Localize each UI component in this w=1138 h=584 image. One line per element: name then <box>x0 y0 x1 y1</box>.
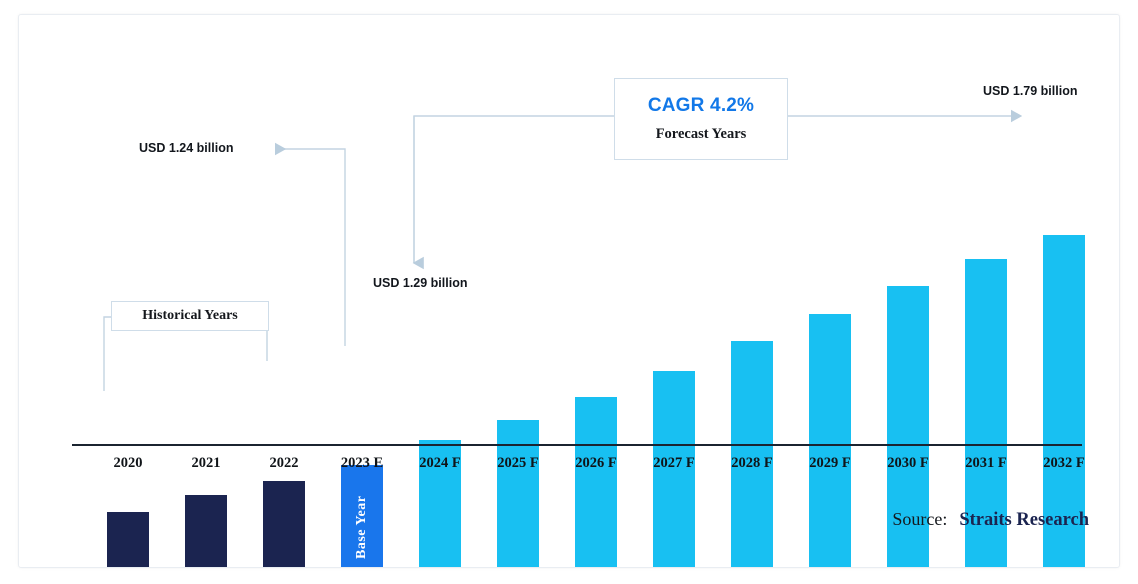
x-label-2029-f: 2029 F <box>809 455 851 471</box>
chart-card: Base Year 2020 20 <box>18 14 1120 568</box>
source-attribution: Source: Straits Research <box>892 509 1089 531</box>
x-label-2027-f: 2027 F <box>653 455 695 471</box>
bar-2029 <box>809 314 851 567</box>
source-label: Source: <box>892 509 948 529</box>
x-axis-line <box>72 444 1082 446</box>
bar-fill <box>575 397 617 567</box>
bar-2032 <box>1043 235 1085 567</box>
cagr-value: CAGR 4.2% <box>647 95 755 116</box>
bar-2031 <box>965 259 1007 567</box>
bar-fill <box>107 512 149 567</box>
x-label-2021: 2021 <box>191 455 221 471</box>
annotation-connectors <box>103 109 1023 391</box>
x-label-2023-e: 2023 E <box>340 455 384 471</box>
x-label-2031-f: 2031 F <box>965 455 1007 471</box>
chart-plot-area: Base Year 2020 20 <box>19 15 1119 567</box>
bar-fill <box>341 465 383 567</box>
bar-2026 <box>575 397 617 567</box>
bar-fill <box>185 495 227 567</box>
value-tag-final: USD 1.79 billion <box>983 84 1078 98</box>
bar-2030 <box>887 286 929 567</box>
x-label-2020: 2020 <box>113 455 143 471</box>
bar-2028 <box>731 341 773 567</box>
historical-years-box: Historical Years <box>111 301 269 331</box>
x-label-2026-f: 2026 F <box>575 455 617 471</box>
bar-fill <box>887 286 929 567</box>
bar-2023: Base Year <box>341 465 383 567</box>
bar-2027 <box>653 371 695 567</box>
x-label-2028-f: 2028 F <box>731 455 773 471</box>
cagr-box: CAGR 4.2% Forecast Years <box>614 78 788 160</box>
bar-fill <box>809 314 851 567</box>
bar-fill <box>263 481 305 567</box>
value-tag-historical: USD 1.24 billion <box>139 141 234 155</box>
bar-fill <box>419 440 461 567</box>
x-label-2030-f: 2030 F <box>887 455 929 471</box>
x-label-2024-f: 2024 F <box>419 455 461 471</box>
bar-fill <box>731 341 773 567</box>
bar-2022 <box>263 481 305 567</box>
bar-fill <box>965 259 1007 567</box>
cagr-subtitle: Forecast Years <box>655 126 747 142</box>
x-label-2025-f: 2025 F <box>497 455 539 471</box>
bar-fill <box>1043 235 1085 567</box>
x-label-2032-f: 2032 F <box>1043 455 1085 471</box>
source-name: Straits Research <box>959 510 1089 530</box>
bar-2024 <box>419 440 461 567</box>
value-tag-base-year: USD 1.29 billion <box>373 276 468 290</box>
x-label-2022: 2022 <box>269 455 299 471</box>
bar-2020 <box>107 512 149 567</box>
bar-2021 <box>185 495 227 567</box>
bar-fill <box>653 371 695 567</box>
